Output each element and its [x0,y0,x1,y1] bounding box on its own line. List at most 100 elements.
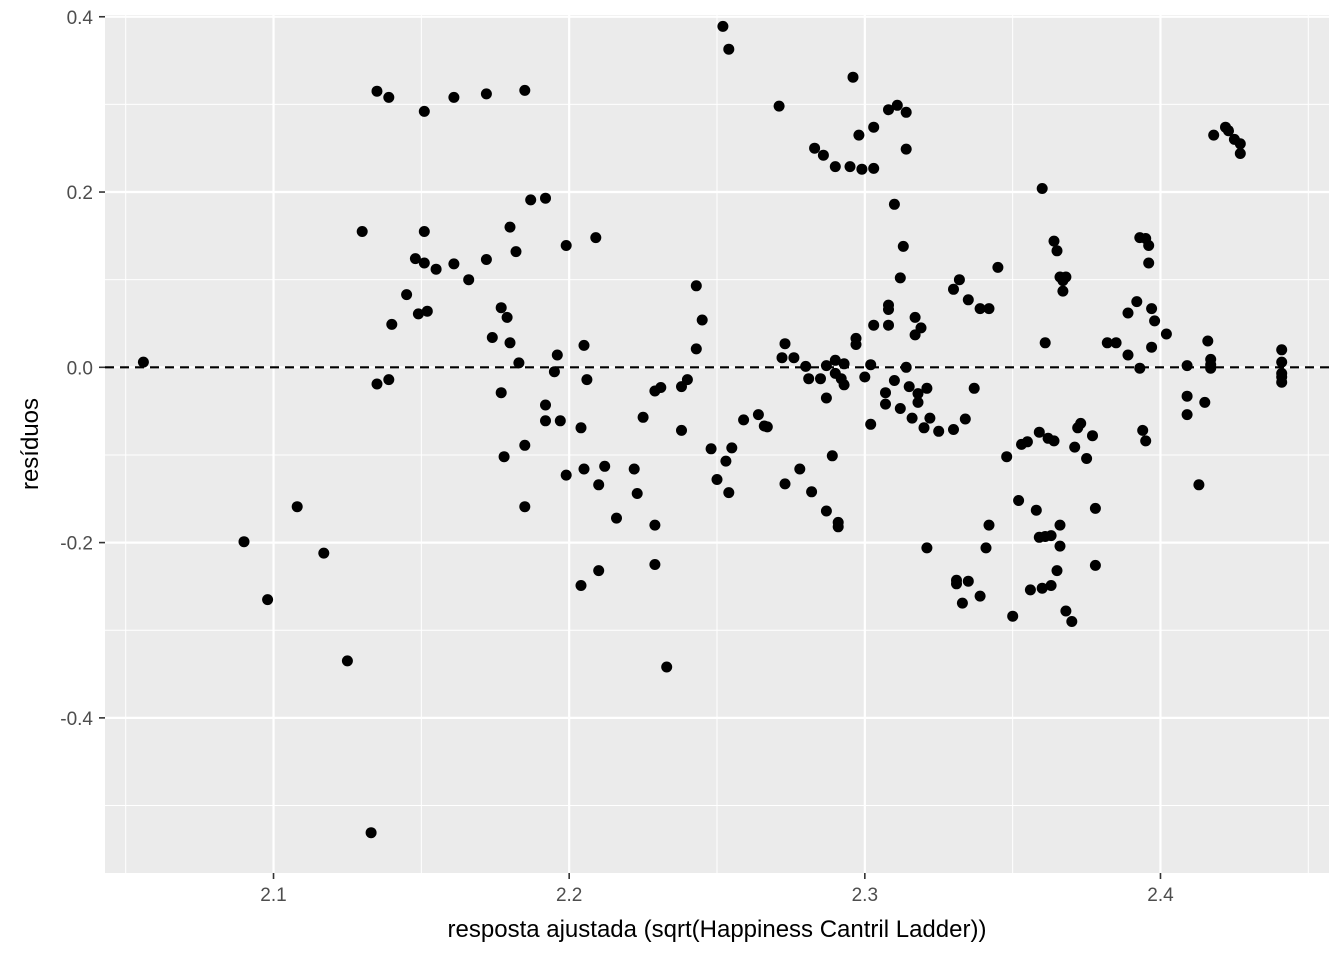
data-point [1036,582,1048,594]
data-point [498,451,510,463]
y-tick-label: 0.0 [67,358,93,379]
data-point [560,240,572,251]
data-point [983,519,995,531]
data-point [779,338,791,350]
data-point [291,501,303,513]
data-point [1160,328,1172,340]
data-point [1087,430,1098,442]
data-point [912,396,924,408]
data-point [1181,360,1193,372]
data-point [575,580,587,591]
x-tick-label: 2.3 [852,885,878,906]
data-point [1199,396,1211,408]
data-point [578,339,590,351]
data-point [501,311,513,323]
data-point [262,594,274,606]
data-point [519,439,531,451]
data-point [560,469,572,481]
data-point [1234,148,1246,159]
data-point [906,412,918,424]
data-point [418,105,430,117]
data-point [891,99,903,111]
data-point [1122,349,1134,361]
data-point [912,388,924,400]
data-point [803,373,815,385]
x-tick-label: 2.2 [556,885,582,906]
data-point [1134,362,1146,374]
data-point [371,378,383,390]
data-point [1048,235,1060,247]
data-point [611,512,622,524]
data-point [956,597,968,609]
data-point [1208,129,1220,141]
data-point [1069,441,1081,453]
data-point [856,163,868,175]
data-point [921,542,933,554]
data-point [480,254,492,265]
data-point [832,521,844,533]
data-point [820,392,832,404]
data-point [1140,435,1152,447]
data-point [1051,565,1063,577]
data-point [959,413,971,425]
data-point [820,505,832,517]
data-point [900,143,912,155]
data-point [1039,337,1051,349]
data-point [738,414,750,426]
data-point [723,43,735,55]
data-point [1054,519,1066,531]
data-point [711,474,723,485]
data-point [809,142,821,154]
data-point [850,339,862,350]
data-point [933,425,945,437]
data-point [525,194,537,206]
data-point [356,226,368,237]
data-point [829,161,841,173]
data-point [974,303,986,315]
data-point [1276,344,1288,356]
data-point [1057,285,1069,297]
data-point [448,91,460,103]
data-point [480,88,492,100]
data-point [883,104,894,116]
data-point [690,343,702,355]
data-point [628,463,640,475]
data-point [1001,451,1013,463]
data-point [897,240,909,252]
data-point [1024,584,1036,596]
data-point [1202,335,1214,347]
data-point [806,486,818,498]
data-point [1075,417,1087,429]
data-point [723,487,735,499]
data-point [418,226,430,237]
data-point [888,375,900,386]
data-point [1205,359,1217,371]
data-point [495,302,507,314]
data-point [1143,257,1155,269]
data-point [504,337,516,349]
y-tick-label: -0.2 [60,534,93,555]
data-point [409,253,421,265]
data-point [853,129,865,141]
data-point [1054,540,1066,552]
data-point [540,415,551,427]
data-point [1193,479,1205,491]
data-point [421,305,433,317]
data-point [894,403,906,414]
y-tick-label: 0.2 [67,183,93,204]
data-point [880,387,891,399]
data-point [1045,580,1057,591]
data-point [900,361,912,373]
data-point [974,590,986,602]
data-point [631,488,643,499]
x-tick-label: 2.1 [260,885,286,906]
data-point [865,418,877,430]
data-point [883,319,894,331]
data-point [1101,337,1113,349]
data-point [992,261,1004,273]
data-point [817,149,829,161]
data-point [593,565,605,577]
data-points [137,20,1288,839]
data-point [1146,303,1158,315]
